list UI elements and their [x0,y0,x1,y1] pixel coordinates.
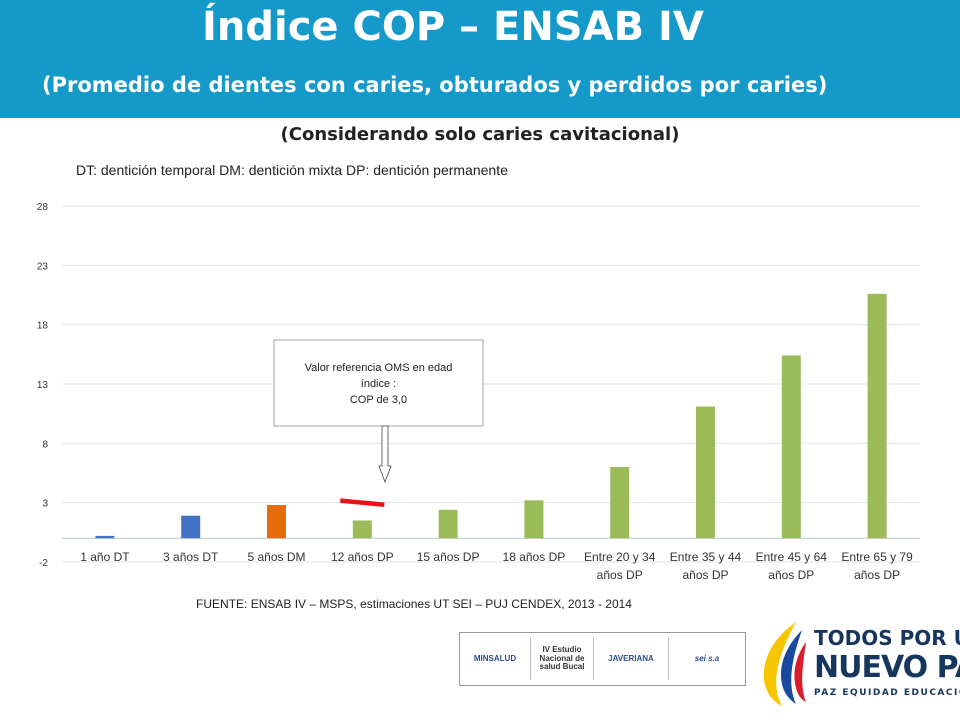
minsalud-label: MINSALUD [473,653,517,663]
y-tick-label: 3 [42,499,48,510]
header-banner: Índice COP – ENSAB IV (Promedio de dient… [0,0,960,118]
y-tick-label: 28 [37,202,49,213]
x-tick-label: 5 años DM [247,550,305,564]
x-tick-label: años DP [854,568,900,582]
x-tick-label: 15 años DP [417,550,480,564]
chart-subtitle: (Considerando solo caries cavitacional) [280,124,680,145]
page-subtitle: (Promedio de dientes con caries, obturad… [42,73,828,97]
reference-callout-text: COP de 3,0 [350,394,407,406]
bar [181,515,201,539]
x-tick-label: Entre 45 y 64 [756,550,828,564]
bar-chart: -2 3 8 13 18 23 28 1 año DT 3 años DT 5 años DM 12… [37,202,920,582]
y-tick-label: 8 [42,439,48,450]
bar [696,406,715,539]
x-tick-label: 18 años DP [503,550,566,564]
bar [524,500,544,539]
y-tick-label: -2 [39,558,48,569]
down-arrow-icon [378,425,392,484]
source-note: FUENTE: ENSAB IV – MSPS, estimaciones UT… [196,597,632,611]
gov-slogan-line1: TODOS POR UN [814,626,960,650]
dentition-legend: DT: dentición temporal DM: dentición mix… [76,162,508,178]
minsalud-logo: MINSALUD [460,638,531,680]
gov-slogan-line3: PAZ EQUIDAD EDUCACIÓN [814,688,960,698]
bar [781,355,801,539]
x-tick-label: Entre 65 y 79 [841,550,913,564]
bar [352,520,372,539]
government-logo: TODOS POR UN NUEVO PAÍS PAZ EQUIDAD EDUC… [756,618,960,708]
ensab-logo: IV Estudio Nacional de salud Bucal [531,638,594,680]
reference-callout-text: índice : [361,378,396,390]
sei-label: sei s.a [694,653,720,663]
gov-slogan-line2: NUEVO PAÍS [814,650,960,685]
bar [610,467,630,539]
y-tick-label: 23 [37,261,49,272]
flag-swoosh-icon [763,622,806,706]
x-tick-label: Entre 35 y 44 [670,550,742,564]
bar [95,535,115,539]
y-tick-label: 18 [37,321,49,332]
bar [438,509,458,539]
reference-callout-text: Valor referencia OMS en edad [305,362,453,374]
reference-callout [273,339,484,427]
sei-logo: sei s.a [669,638,745,680]
y-tick-label: 13 [37,380,49,391]
javeriana-label: JAVERIANA [608,653,654,663]
ensab-label: IV Estudio Nacional de salud Bucal [539,644,585,672]
javeriana-logo: JAVERIANA [594,638,669,680]
partner-logos: MINSALUD IV Estudio Nacional de salud Bu… [459,632,746,686]
page-title: Índice COP – ENSAB IV [202,4,704,50]
x-tick-label: 12 años DP [331,550,394,564]
reference-line [340,498,385,507]
x-tick-label: Entre 20 y 34 [584,550,656,564]
x-tick-label: años DP [597,568,643,582]
x-tick-label: 1 año DT [80,550,130,564]
x-tick-label: 3 años DT [163,550,219,564]
x-tick-label: años DP [682,568,728,582]
bar [267,505,286,539]
x-tick-label: años DP [768,568,814,582]
bar [867,293,887,539]
